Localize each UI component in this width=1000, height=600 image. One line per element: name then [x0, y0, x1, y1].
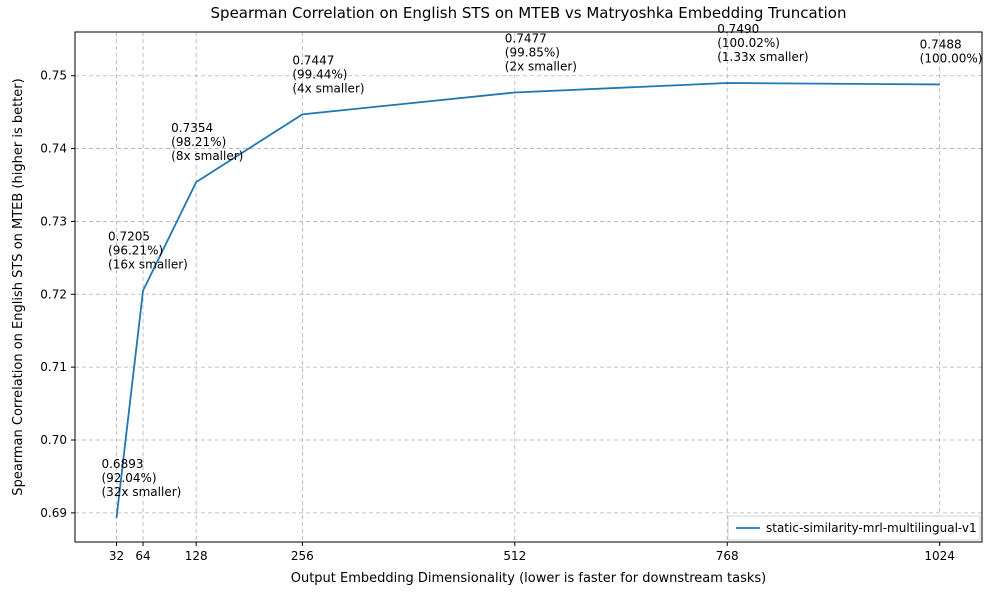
xtick-label: 768	[716, 549, 739, 563]
point-annotation: (8x smaller)	[171, 149, 243, 163]
point-annotation: 0.7205	[108, 230, 150, 244]
point-annotation: (32x smaller)	[101, 485, 181, 499]
xtick-label: 1024	[924, 549, 955, 563]
y-axis-label: Spearman Correlation on English STS on M…	[11, 78, 26, 495]
ytick-label: 0.75	[40, 69, 67, 83]
chart-container: 32 64 128 256 512 768 1024 0.69 0.70 0.71 0.72 0.73…	[0, 0, 1000, 600]
ytick-label: 0.70	[40, 433, 67, 447]
ytick-label: 0.69	[40, 506, 67, 520]
xtick-label: 512	[503, 549, 526, 563]
point-annotation: (16x smaller)	[108, 258, 188, 272]
point-annotation: (4x smaller)	[292, 81, 364, 95]
plot-border	[75, 32, 982, 542]
point-annotation: (98.21%)	[171, 135, 226, 149]
point-annotation: 0.6893	[101, 457, 143, 471]
x-axis-label: Output Embedding Dimensionality (lower i…	[291, 571, 767, 586]
point-annotation: 0.7488	[920, 37, 962, 51]
point-annotation: 0.7447	[292, 53, 334, 67]
point-annotation: (99.85%)	[505, 45, 560, 59]
xtick-label: 128	[185, 549, 208, 563]
point-annotation: (92.04%)	[101, 471, 156, 485]
chart-title: Spearman Correlation on English STS on M…	[211, 4, 847, 22]
ytick-label: 0.71	[40, 360, 67, 374]
point-annotation: (100.02%)	[717, 36, 780, 50]
point-annotation: 0.7477	[505, 31, 547, 45]
point-annotation: (1.33x smaller)	[717, 50, 808, 64]
point-annotation: (99.44%)	[292, 67, 347, 81]
legend-label: static-similarity-mrl-multilingual-v1	[766, 521, 977, 535]
point-annotation: 0.7354	[171, 121, 213, 135]
xtick-label: 32	[109, 549, 124, 563]
ytick-label: 0.73	[40, 214, 67, 228]
xtick-label: 256	[291, 549, 314, 563]
point-annotation: (2x smaller)	[505, 59, 577, 73]
line-chart: 32 64 128 256 512 768 1024 0.69 0.70 0.71 0.72 0.73…	[0, 0, 1000, 600]
point-annotation: (96.21%)	[108, 244, 163, 258]
ytick-label: 0.74	[40, 142, 67, 156]
point-annotation: (100.00%)	[920, 51, 983, 65]
xtick-label: 64	[135, 549, 150, 563]
ytick-label: 0.72	[40, 287, 67, 301]
point-annotation: 0.7490	[717, 22, 759, 36]
